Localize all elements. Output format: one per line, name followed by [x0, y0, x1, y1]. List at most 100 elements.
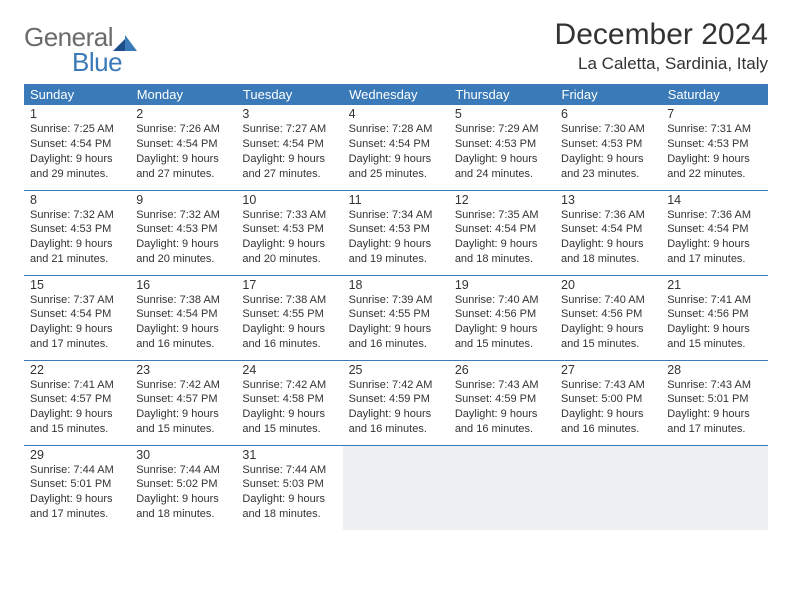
- sunset-line: Sunset: 4:54 PM: [667, 222, 763, 237]
- day-number: 29: [30, 448, 126, 462]
- calendar-cell: 1Sunrise: 7:25 AMSunset: 4:54 PMDaylight…: [24, 105, 130, 190]
- calendar-cell: 14Sunrise: 7:36 AMSunset: 4:54 PMDayligh…: [661, 190, 767, 275]
- weekday-header: Monday: [130, 84, 236, 105]
- daylight-line: Daylight: 9 hours and 16 minutes.: [561, 407, 657, 437]
- sunrise-line: Sunrise: 7:40 AM: [561, 293, 657, 308]
- daylight-line: Daylight: 9 hours and 24 minutes.: [455, 152, 551, 182]
- calendar-cell: 22Sunrise: 7:41 AMSunset: 4:57 PMDayligh…: [24, 360, 130, 445]
- daylight-line: Daylight: 9 hours and 15 minutes.: [667, 322, 763, 352]
- day-number: 17: [242, 278, 338, 292]
- sunrise-line: Sunrise: 7:33 AM: [242, 208, 338, 223]
- daylight-line: Daylight: 9 hours and 18 minutes.: [136, 492, 232, 522]
- sunset-line: Sunset: 4:53 PM: [242, 222, 338, 237]
- daylight-line: Daylight: 9 hours and 16 minutes.: [349, 322, 445, 352]
- sunrise-line: Sunrise: 7:31 AM: [667, 122, 763, 137]
- sunset-line: Sunset: 4:54 PM: [455, 222, 551, 237]
- sunset-line: Sunset: 4:53 PM: [136, 222, 232, 237]
- calendar-cell: 8Sunrise: 7:32 AMSunset: 4:53 PMDaylight…: [24, 190, 130, 275]
- day-number: 7: [667, 107, 763, 121]
- daylight-line: Daylight: 9 hours and 23 minutes.: [561, 152, 657, 182]
- daylight-line: Daylight: 9 hours and 18 minutes.: [455, 237, 551, 267]
- sunset-line: Sunset: 4:58 PM: [242, 392, 338, 407]
- daylight-line: Daylight: 9 hours and 17 minutes.: [30, 492, 126, 522]
- weekday-header-row: Sunday Monday Tuesday Wednesday Thursday…: [24, 84, 768, 105]
- sunset-line: Sunset: 4:59 PM: [349, 392, 445, 407]
- daylight-line: Daylight: 9 hours and 16 minutes.: [136, 322, 232, 352]
- calendar-cell: [555, 445, 661, 530]
- sunrise-line: Sunrise: 7:44 AM: [136, 463, 232, 478]
- sunrise-line: Sunrise: 7:41 AM: [667, 293, 763, 308]
- daylight-line: Daylight: 9 hours and 15 minutes.: [30, 407, 126, 437]
- sunrise-line: Sunrise: 7:32 AM: [136, 208, 232, 223]
- day-number: 1: [30, 107, 126, 121]
- calendar-cell: 10Sunrise: 7:33 AMSunset: 4:53 PMDayligh…: [236, 190, 342, 275]
- calendar-cell: 18Sunrise: 7:39 AMSunset: 4:55 PMDayligh…: [343, 275, 449, 360]
- daylight-line: Daylight: 9 hours and 15 minutes.: [136, 407, 232, 437]
- day-number: 22: [30, 363, 126, 377]
- sunrise-line: Sunrise: 7:42 AM: [136, 378, 232, 393]
- sunrise-line: Sunrise: 7:38 AM: [242, 293, 338, 308]
- day-number: 14: [667, 193, 763, 207]
- sunset-line: Sunset: 4:55 PM: [242, 307, 338, 322]
- sunrise-line: Sunrise: 7:44 AM: [30, 463, 126, 478]
- calendar-cell: 31Sunrise: 7:44 AMSunset: 5:03 PMDayligh…: [236, 445, 342, 530]
- sunset-line: Sunset: 4:56 PM: [561, 307, 657, 322]
- sunrise-line: Sunrise: 7:43 AM: [455, 378, 551, 393]
- weekday-header: Saturday: [661, 84, 767, 105]
- sunrise-line: Sunrise: 7:32 AM: [30, 208, 126, 223]
- calendar-cell: 21Sunrise: 7:41 AMSunset: 4:56 PMDayligh…: [661, 275, 767, 360]
- sunrise-line: Sunrise: 7:41 AM: [30, 378, 126, 393]
- calendar-cell: 13Sunrise: 7:36 AMSunset: 4:54 PMDayligh…: [555, 190, 661, 275]
- sunrise-line: Sunrise: 7:37 AM: [30, 293, 126, 308]
- calendar-cell: 15Sunrise: 7:37 AMSunset: 4:54 PMDayligh…: [24, 275, 130, 360]
- daylight-line: Daylight: 9 hours and 17 minutes.: [667, 237, 763, 267]
- sunset-line: Sunset: 4:54 PM: [136, 307, 232, 322]
- daylight-line: Daylight: 9 hours and 15 minutes.: [561, 322, 657, 352]
- sunrise-line: Sunrise: 7:39 AM: [349, 293, 445, 308]
- daylight-line: Daylight: 9 hours and 17 minutes.: [667, 407, 763, 437]
- sunrise-line: Sunrise: 7:42 AM: [242, 378, 338, 393]
- calendar-cell: 23Sunrise: 7:42 AMSunset: 4:57 PMDayligh…: [130, 360, 236, 445]
- sunset-line: Sunset: 4:53 PM: [349, 222, 445, 237]
- sunset-line: Sunset: 4:55 PM: [349, 307, 445, 322]
- calendar-cell: [449, 445, 555, 530]
- daylight-line: Daylight: 9 hours and 27 minutes.: [242, 152, 338, 182]
- day-number: 6: [561, 107, 657, 121]
- brand-stack: General Blue: [24, 22, 137, 78]
- sunset-line: Sunset: 4:54 PM: [561, 222, 657, 237]
- sunrise-line: Sunrise: 7:25 AM: [30, 122, 126, 137]
- sunrise-line: Sunrise: 7:36 AM: [667, 208, 763, 223]
- sunrise-line: Sunrise: 7:29 AM: [455, 122, 551, 137]
- day-number: 4: [349, 107, 445, 121]
- calendar-row: 29Sunrise: 7:44 AMSunset: 5:01 PMDayligh…: [24, 445, 768, 530]
- daylight-line: Daylight: 9 hours and 17 minutes.: [30, 322, 126, 352]
- calendar-cell: 11Sunrise: 7:34 AMSunset: 4:53 PMDayligh…: [343, 190, 449, 275]
- daylight-line: Daylight: 9 hours and 20 minutes.: [242, 237, 338, 267]
- location-text: La Caletta, Sardinia, Italy: [555, 54, 768, 74]
- daylight-line: Daylight: 9 hours and 27 minutes.: [136, 152, 232, 182]
- daylight-line: Daylight: 9 hours and 21 minutes.: [30, 237, 126, 267]
- day-number: 30: [136, 448, 232, 462]
- weekday-header: Tuesday: [236, 84, 342, 105]
- calendar-cell: 25Sunrise: 7:42 AMSunset: 4:59 PMDayligh…: [343, 360, 449, 445]
- calendar-row: 15Sunrise: 7:37 AMSunset: 4:54 PMDayligh…: [24, 275, 768, 360]
- day-number: 3: [242, 107, 338, 121]
- sunset-line: Sunset: 4:53 PM: [30, 222, 126, 237]
- sunrise-line: Sunrise: 7:43 AM: [561, 378, 657, 393]
- sunrise-line: Sunrise: 7:30 AM: [561, 122, 657, 137]
- sunset-line: Sunset: 4:54 PM: [30, 137, 126, 152]
- day-number: 27: [561, 363, 657, 377]
- calendar-cell: 28Sunrise: 7:43 AMSunset: 5:01 PMDayligh…: [661, 360, 767, 445]
- day-number: 10: [242, 193, 338, 207]
- calendar-cell: 24Sunrise: 7:42 AMSunset: 4:58 PMDayligh…: [236, 360, 342, 445]
- sunrise-line: Sunrise: 7:44 AM: [242, 463, 338, 478]
- day-number: 24: [242, 363, 338, 377]
- sunset-line: Sunset: 4:59 PM: [455, 392, 551, 407]
- day-number: 16: [136, 278, 232, 292]
- sunset-line: Sunset: 4:53 PM: [561, 137, 657, 152]
- day-number: 15: [30, 278, 126, 292]
- calendar-cell: 12Sunrise: 7:35 AMSunset: 4:54 PMDayligh…: [449, 190, 555, 275]
- day-number: 5: [455, 107, 551, 121]
- sunset-line: Sunset: 4:54 PM: [349, 137, 445, 152]
- sunrise-line: Sunrise: 7:26 AM: [136, 122, 232, 137]
